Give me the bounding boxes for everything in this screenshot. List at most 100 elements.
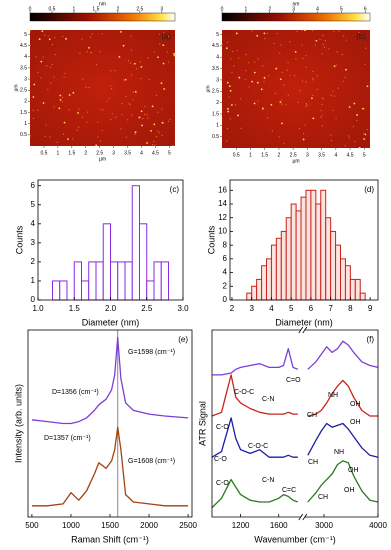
afm-feature: [163, 88, 166, 90]
afm-feature: [253, 102, 256, 105]
afm-feature: [49, 66, 52, 69]
afm-feature: [245, 54, 247, 56]
colorbar: [221, 12, 371, 22]
afm-feature: [128, 103, 130, 105]
x-tick-label: 3: [112, 150, 115, 156]
colorbar: [29, 12, 176, 22]
afm-feature: [262, 109, 264, 111]
afm-feature: [226, 127, 229, 130]
afm-feature: [324, 39, 327, 42]
x-tick-label: 3: [306, 152, 309, 158]
afm-feature: [130, 74, 133, 76]
afm-feature: [299, 90, 301, 92]
afm-feature: [274, 92, 277, 94]
afm-feature: [321, 97, 324, 99]
annotation: OH: [350, 419, 361, 426]
afm-feature: [293, 75, 296, 77]
histogram-bar: [349, 278, 356, 301]
y-tick-label: 4: [31, 219, 36, 228]
afm-feature: [286, 69, 289, 71]
colorbar-tick-label: 1.5: [92, 6, 99, 12]
y-tick-label: 0.5: [212, 134, 219, 140]
afm-feature: [158, 132, 160, 134]
afm-feature: [227, 107, 229, 110]
afm-feature: [365, 47, 367, 49]
afm-feature: [88, 46, 90, 49]
afm-feature: [161, 121, 163, 124]
x-tick-label: 7: [328, 304, 333, 313]
afm-feature: [59, 94, 62, 97]
y-tick-label: 3: [31, 238, 36, 247]
colorbar-tick-label: 1: [244, 6, 247, 12]
afm-feature: [140, 110, 143, 113]
afm-feature: [257, 58, 259, 60]
afm-feature: [68, 109, 70, 111]
afm-feature: [125, 95, 127, 97]
y-tick-label: 2: [31, 257, 36, 266]
afm-feature: [240, 98, 242, 100]
afm-feature: [306, 104, 308, 106]
colorbar-label: nm: [293, 1, 300, 7]
afm-feature: [157, 111, 159, 113]
axis-break: [302, 513, 308, 521]
afm-feature: [296, 30, 298, 33]
afm-feature: [301, 44, 303, 46]
afm-feature: [323, 46, 325, 48]
afm-feature: [41, 30, 44, 33]
x-tick-label: 5: [168, 150, 171, 156]
afm-feature: [53, 76, 55, 78]
afm-feature: [154, 144, 156, 146]
afm-feature: [321, 114, 323, 116]
afm-feature: [304, 124, 306, 126]
axis-frame: [229, 179, 379, 301]
afm-feature: [229, 89, 232, 92]
afm-feature: [121, 113, 123, 116]
afm-feature: [229, 118, 231, 120]
afm-feature: [285, 104, 287, 106]
series-line: [212, 340, 379, 376]
afm-feature: [245, 69, 247, 72]
x-tick-label: 3000: [315, 521, 333, 530]
afm-feature: [315, 39, 318, 42]
histogram-bar: [325, 217, 332, 301]
afm-feature: [167, 35, 170, 38]
afm-feature: [312, 94, 314, 96]
afm-feature: [253, 71, 256, 74]
afm-feature: [47, 35, 49, 37]
afm-feature: [146, 142, 149, 144]
afm-feature: [333, 65, 336, 68]
histogram-bar: [261, 265, 268, 301]
afm-feature: [59, 99, 62, 101]
afm-feature: [338, 30, 340, 32]
x-axis-label: µm: [292, 158, 299, 164]
afm-image: [222, 30, 370, 148]
afm-feature: [356, 114, 358, 116]
x-tick-label: 1200: [232, 521, 250, 530]
x-tick-label: 1.0: [32, 304, 44, 313]
afm-feature: [56, 141, 58, 143]
afm-feature: [157, 130, 159, 132]
afm-feature: [111, 113, 113, 115]
afm-feature: [172, 144, 174, 146]
afm-feature: [166, 51, 168, 53]
afm-feature: [320, 116, 322, 119]
afm-feature: [81, 116, 84, 118]
histogram-bar: [320, 189, 327, 301]
histogram-bar: [330, 230, 337, 301]
histogram-bar: [315, 203, 322, 301]
afm-image: [30, 30, 175, 146]
afm-feature: [64, 72, 66, 75]
y-tick-label: 16: [218, 185, 227, 194]
x-tick-label: 1: [56, 150, 59, 156]
y-tick-label: 1: [31, 276, 36, 285]
afm-feature: [235, 32, 238, 35]
afm-feature: [110, 85, 112, 87]
x-tick-label: 4000: [369, 521, 387, 530]
afm-feature: [140, 78, 142, 80]
afm-feature: [294, 50, 297, 53]
colorbar-tick-label: 4: [316, 6, 319, 12]
afm-feature: [62, 96, 64, 99]
annotation: C-O: [216, 480, 229, 487]
afm-feature: [364, 63, 366, 65]
afm-feature: [248, 62, 250, 64]
